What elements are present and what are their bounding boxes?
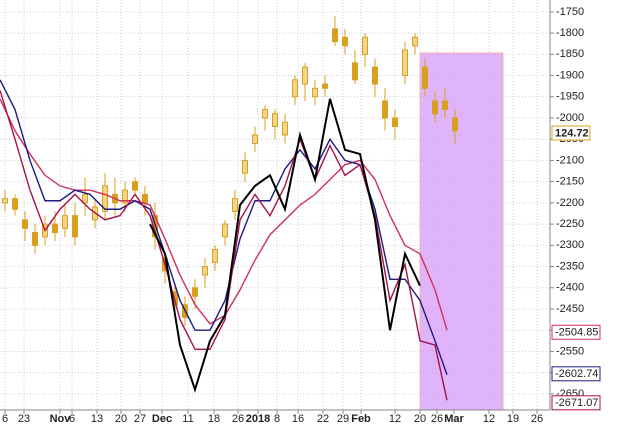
y-tick-label: -2450 [556, 303, 584, 315]
candle-body [382, 100, 388, 119]
candle-body [242, 159, 248, 174]
candle-body [22, 219, 28, 229]
candle-body [212, 249, 218, 263]
price-tag-box [551, 125, 591, 141]
candle-body [332, 28, 338, 43]
candle-body [452, 117, 458, 132]
last-value-tag: -2671.07 [555, 397, 598, 409]
x-tick-label: 12 [483, 413, 495, 425]
y-tick-label: -2000 [556, 112, 584, 124]
candle-body [422, 66, 428, 89]
candle-body [192, 287, 198, 297]
x-tick-label: 23 [18, 413, 30, 425]
y-tick-label: -2100 [556, 154, 584, 166]
price-tag: 124.72 [555, 127, 589, 139]
candle-body [352, 62, 358, 81]
candle-body [122, 189, 128, 204]
x-tick-label: 11 [182, 413, 193, 425]
candle-body [362, 36, 368, 55]
x-tick-label: Mar [444, 413, 464, 425]
candle-body [402, 49, 408, 77]
candle-body [442, 100, 448, 111]
x-tick-label: 22 [317, 413, 329, 425]
candle-body [142, 193, 148, 204]
x-tick-label: 2018 [246, 413, 270, 425]
candle-body [202, 266, 208, 276]
candle-body [372, 66, 378, 85]
candle-body [72, 215, 78, 238]
y-tick-label: -2300 [556, 239, 584, 251]
candle-body [82, 193, 88, 204]
candle-body [232, 198, 238, 212]
y-tick-label: -1850 [556, 48, 584, 60]
last-value-tag: -2504.85 [555, 327, 598, 339]
last-value-tag-box [551, 395, 601, 411]
x-tick-label: 26 [431, 413, 443, 425]
candle-body [32, 232, 38, 246]
y-tick-label: -2250 [556, 218, 584, 230]
x-tick-label: 20 [414, 413, 426, 425]
x-tick-label: 6 [69, 413, 75, 425]
candle-body [222, 223, 228, 238]
candle-body [342, 36, 348, 47]
candle-body [432, 100, 438, 115]
x-tick-label: 19 [507, 413, 519, 425]
y-tick-label: -2350 [556, 260, 584, 272]
x-tick-label: 18 [208, 413, 220, 425]
y-tick-label: -1750 [556, 6, 584, 18]
candle-body [302, 66, 308, 85]
plot [0, 16, 458, 401]
candle-body [322, 83, 328, 89]
x-tick-label: Feb [351, 413, 371, 425]
x-tick-label: 8 [274, 413, 280, 425]
y-tick-label: -2400 [556, 282, 584, 294]
candle-body [262, 109, 268, 119]
x-tick-label: 12 [389, 413, 401, 425]
x-tick-label: 20 [115, 413, 127, 425]
last-value-tag-box [551, 324, 601, 340]
last-value-tag: -2602.74 [555, 368, 598, 380]
x-tick-label: 6 [2, 413, 8, 425]
y-tick-label: -1800 [556, 27, 584, 39]
x-tick-label: 16 [292, 413, 304, 425]
candle-body [392, 117, 398, 127]
candle-body [312, 87, 318, 98]
x-tick-label: Dec [152, 413, 172, 425]
line-series [149, 98, 421, 393]
x-tick-label: 27 [134, 413, 146, 425]
x-tick-label: 29 [337, 413, 349, 425]
x-tick-label: 26 [232, 413, 244, 425]
last-value-tag-box [551, 366, 601, 382]
y-tick-label: -1950 [556, 91, 584, 103]
candle-body [282, 121, 288, 136]
candle-body [252, 134, 258, 144]
candle-body [132, 181, 138, 191]
y-tick-label: -2150 [556, 176, 584, 188]
line-series [0, 79, 448, 376]
y-tick-label: -2200 [556, 197, 584, 209]
candle-body [292, 79, 298, 98]
x-tick-label: 13 [91, 413, 103, 425]
candle-body [272, 113, 278, 127]
candle-body [2, 198, 8, 204]
candle-body [62, 215, 68, 229]
x-tick-label: Nov [50, 413, 72, 425]
x-tick-label: 26 [531, 413, 543, 425]
candle-body [102, 185, 108, 212]
candle-body [12, 198, 18, 210]
candle-body [412, 36, 418, 47]
candle-body [52, 223, 58, 234]
y-tick-label: -1900 [556, 69, 584, 81]
y-tick-label: -2550 [556, 345, 584, 357]
